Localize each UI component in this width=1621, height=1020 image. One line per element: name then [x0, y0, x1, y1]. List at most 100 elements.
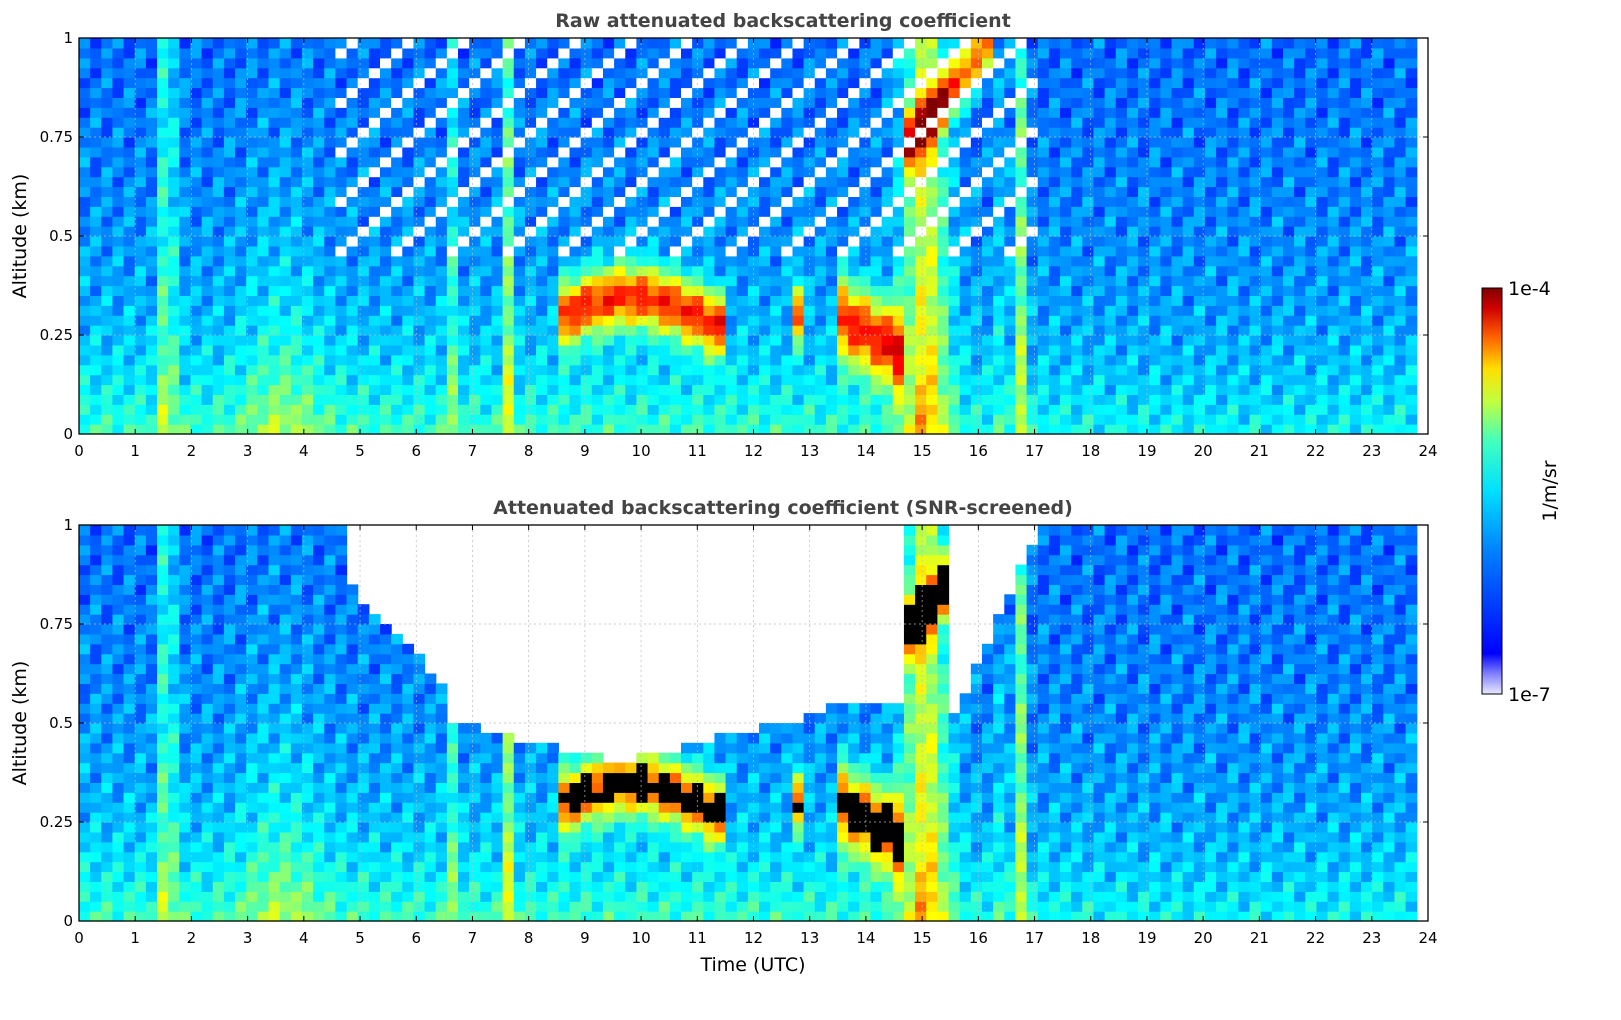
heatmap-cell	[458, 305, 470, 316]
heatmap-cell	[536, 344, 548, 356]
heatmap-cell	[413, 424, 426, 435]
heatmap-cell	[814, 67, 827, 79]
heatmap-cell	[837, 137, 849, 148]
heatmap-cell	[201, 196, 214, 207]
heatmap-cell	[1149, 295, 1161, 306]
heatmap-cell	[90, 871, 102, 882]
heatmap-cell	[212, 127, 225, 138]
heatmap-cell	[335, 47, 348, 59]
heatmap-cell	[1138, 295, 1150, 306]
heatmap-cell	[1305, 57, 1318, 69]
heatmap-cell	[614, 107, 626, 118]
heatmap-cell	[669, 344, 682, 356]
heatmap-cell	[1126, 344, 1139, 356]
heatmap-cell	[168, 305, 180, 316]
heatmap-cell	[614, 344, 626, 356]
heatmap-cell	[937, 265, 950, 277]
heatmap-cell	[524, 38, 537, 49]
heatmap-cell	[803, 255, 816, 267]
heatmap-cell	[680, 414, 693, 425]
heatmap-cell	[201, 47, 214, 59]
heatmap-cell	[736, 97, 749, 108]
heatmap-cell	[212, 38, 225, 49]
heatmap-cell	[313, 196, 325, 207]
heatmap-cell	[970, 216, 983, 227]
heatmap-cell	[79, 127, 91, 138]
heatmap-cell	[168, 77, 180, 89]
heatmap-cell	[736, 206, 749, 217]
heatmap-cell	[636, 245, 649, 257]
heatmap-cell	[859, 404, 872, 415]
heatmap-cell	[235, 156, 247, 168]
heatmap-cell	[825, 87, 838, 98]
heatmap-cell	[368, 176, 381, 188]
heatmap-cell	[580, 305, 593, 316]
heatmap-cell	[848, 216, 860, 227]
heatmap-cell	[1026, 127, 1039, 138]
heatmap-cell	[79, 594, 91, 605]
heatmap-cell	[1182, 226, 1195, 237]
heatmap-cell	[324, 38, 337, 49]
heatmap-cell	[759, 424, 771, 435]
heatmap-cell	[235, 127, 247, 138]
heatmap-cell	[1048, 384, 1061, 395]
heatmap-cell	[368, 206, 381, 217]
heatmap-cell	[1149, 47, 1161, 59]
heatmap-cell	[669, 97, 682, 108]
heatmap-cell	[1361, 265, 1373, 277]
heatmap-cell	[346, 127, 359, 138]
heatmap-cell	[692, 117, 704, 128]
heatmap-cell	[959, 245, 972, 257]
heatmap-cell	[747, 295, 760, 306]
heatmap-cell	[246, 236, 258, 247]
heatmap-cell	[881, 315, 894, 326]
heatmap-cell	[502, 364, 515, 376]
heatmap-cell	[658, 57, 671, 69]
heatmap-cell	[915, 38, 927, 49]
heatmap-cell	[513, 216, 526, 227]
heatmap-cell	[915, 226, 927, 237]
heatmap-cell	[569, 206, 582, 217]
heatmap-cell	[1082, 344, 1095, 356]
heatmap-cell	[357, 295, 370, 306]
heatmap-cell	[1138, 275, 1150, 287]
heatmap-cell	[770, 404, 782, 415]
heatmap-cell	[692, 176, 704, 188]
heatmap-cell	[1260, 384, 1273, 395]
heatmap-cell	[625, 176, 637, 188]
heatmap-cell	[123, 265, 136, 277]
heatmap-cell	[814, 404, 827, 415]
heatmap-cell	[357, 38, 370, 49]
heatmap-cell	[324, 255, 337, 267]
heatmap-cell	[346, 315, 359, 326]
heatmap-cell	[1338, 236, 1351, 247]
heatmap-cell	[536, 305, 548, 316]
heatmap-cell	[524, 166, 537, 178]
heatmap-cell	[301, 414, 314, 425]
heatmap-cell	[1316, 97, 1329, 108]
heatmap-cell	[368, 384, 381, 395]
heatmap-cell	[725, 38, 738, 49]
heatmap-cell	[736, 77, 749, 89]
heatmap-cell	[814, 384, 827, 395]
heatmap-cell	[90, 614, 102, 625]
heatmap-cell	[101, 216, 114, 227]
heatmap-cell	[1193, 97, 1206, 108]
heatmap-cell	[413, 255, 426, 267]
heatmap-cell	[614, 77, 626, 89]
heatmap-cell	[324, 107, 337, 118]
heatmap-cell	[357, 414, 370, 425]
heatmap-cell	[90, 802, 102, 813]
heatmap-cell	[402, 127, 415, 138]
heatmap-cell	[179, 97, 192, 108]
heatmap-cell	[658, 137, 671, 148]
heatmap-cell	[246, 77, 258, 89]
heatmap-cell	[324, 424, 337, 435]
heatmap-cell	[79, 285, 91, 296]
heatmap-cell	[848, 384, 860, 395]
heatmap-cell	[692, 394, 704, 405]
heatmap-cell	[970, 196, 983, 207]
heatmap-cell	[1294, 374, 1306, 386]
heatmap-cell	[491, 216, 504, 227]
heatmap-cell	[112, 305, 125, 316]
